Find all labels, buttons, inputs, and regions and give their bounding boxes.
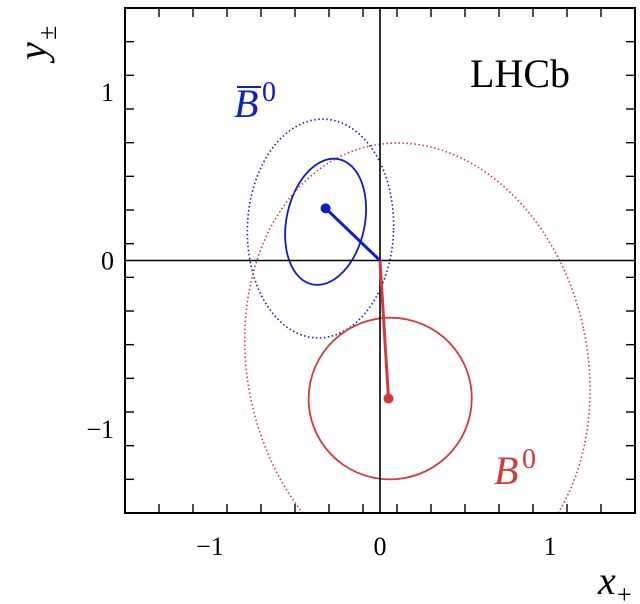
bbar-vector: [324, 207, 382, 262]
b0-contour-outer: [243, 142, 591, 513]
y-axis-title-group: y±: [10, 26, 62, 64]
b0-contour-inner: [307, 316, 473, 481]
b0-label-superscript: 0: [522, 444, 536, 475]
x-tick-label: 1: [544, 532, 557, 561]
bbar-label: B: [234, 81, 258, 126]
x-tick-label: −1: [196, 532, 224, 561]
x-tick-label: 0: [374, 532, 387, 561]
plot-border: [124, 7, 636, 514]
contour-layer: [243, 118, 591, 513]
y-axis-title: y: [10, 42, 55, 64]
x-axis-title: x: [597, 558, 616, 603]
b0-label: B: [494, 448, 518, 493]
vector-layer: [320, 203, 394, 404]
y-tick-label: −1: [86, 415, 114, 444]
bbar-contour-outer: [246, 118, 395, 339]
b0-vector: [378, 260, 390, 399]
ticks: [124, 7, 636, 514]
y-tick-label: 1: [101, 78, 114, 107]
b0-point: [383, 393, 394, 404]
x-axis-subscript: +: [617, 580, 632, 604]
experiment-label: LHCb: [470, 51, 570, 96]
bbar-contour-inner: [284, 157, 367, 286]
plot-frame: [124, 7, 636, 514]
bbar-label-superscript: 0: [262, 77, 276, 108]
y-axis-subscript: ±: [33, 26, 62, 40]
y-tick-label: 0: [101, 247, 114, 276]
bbar-point: [320, 203, 331, 214]
